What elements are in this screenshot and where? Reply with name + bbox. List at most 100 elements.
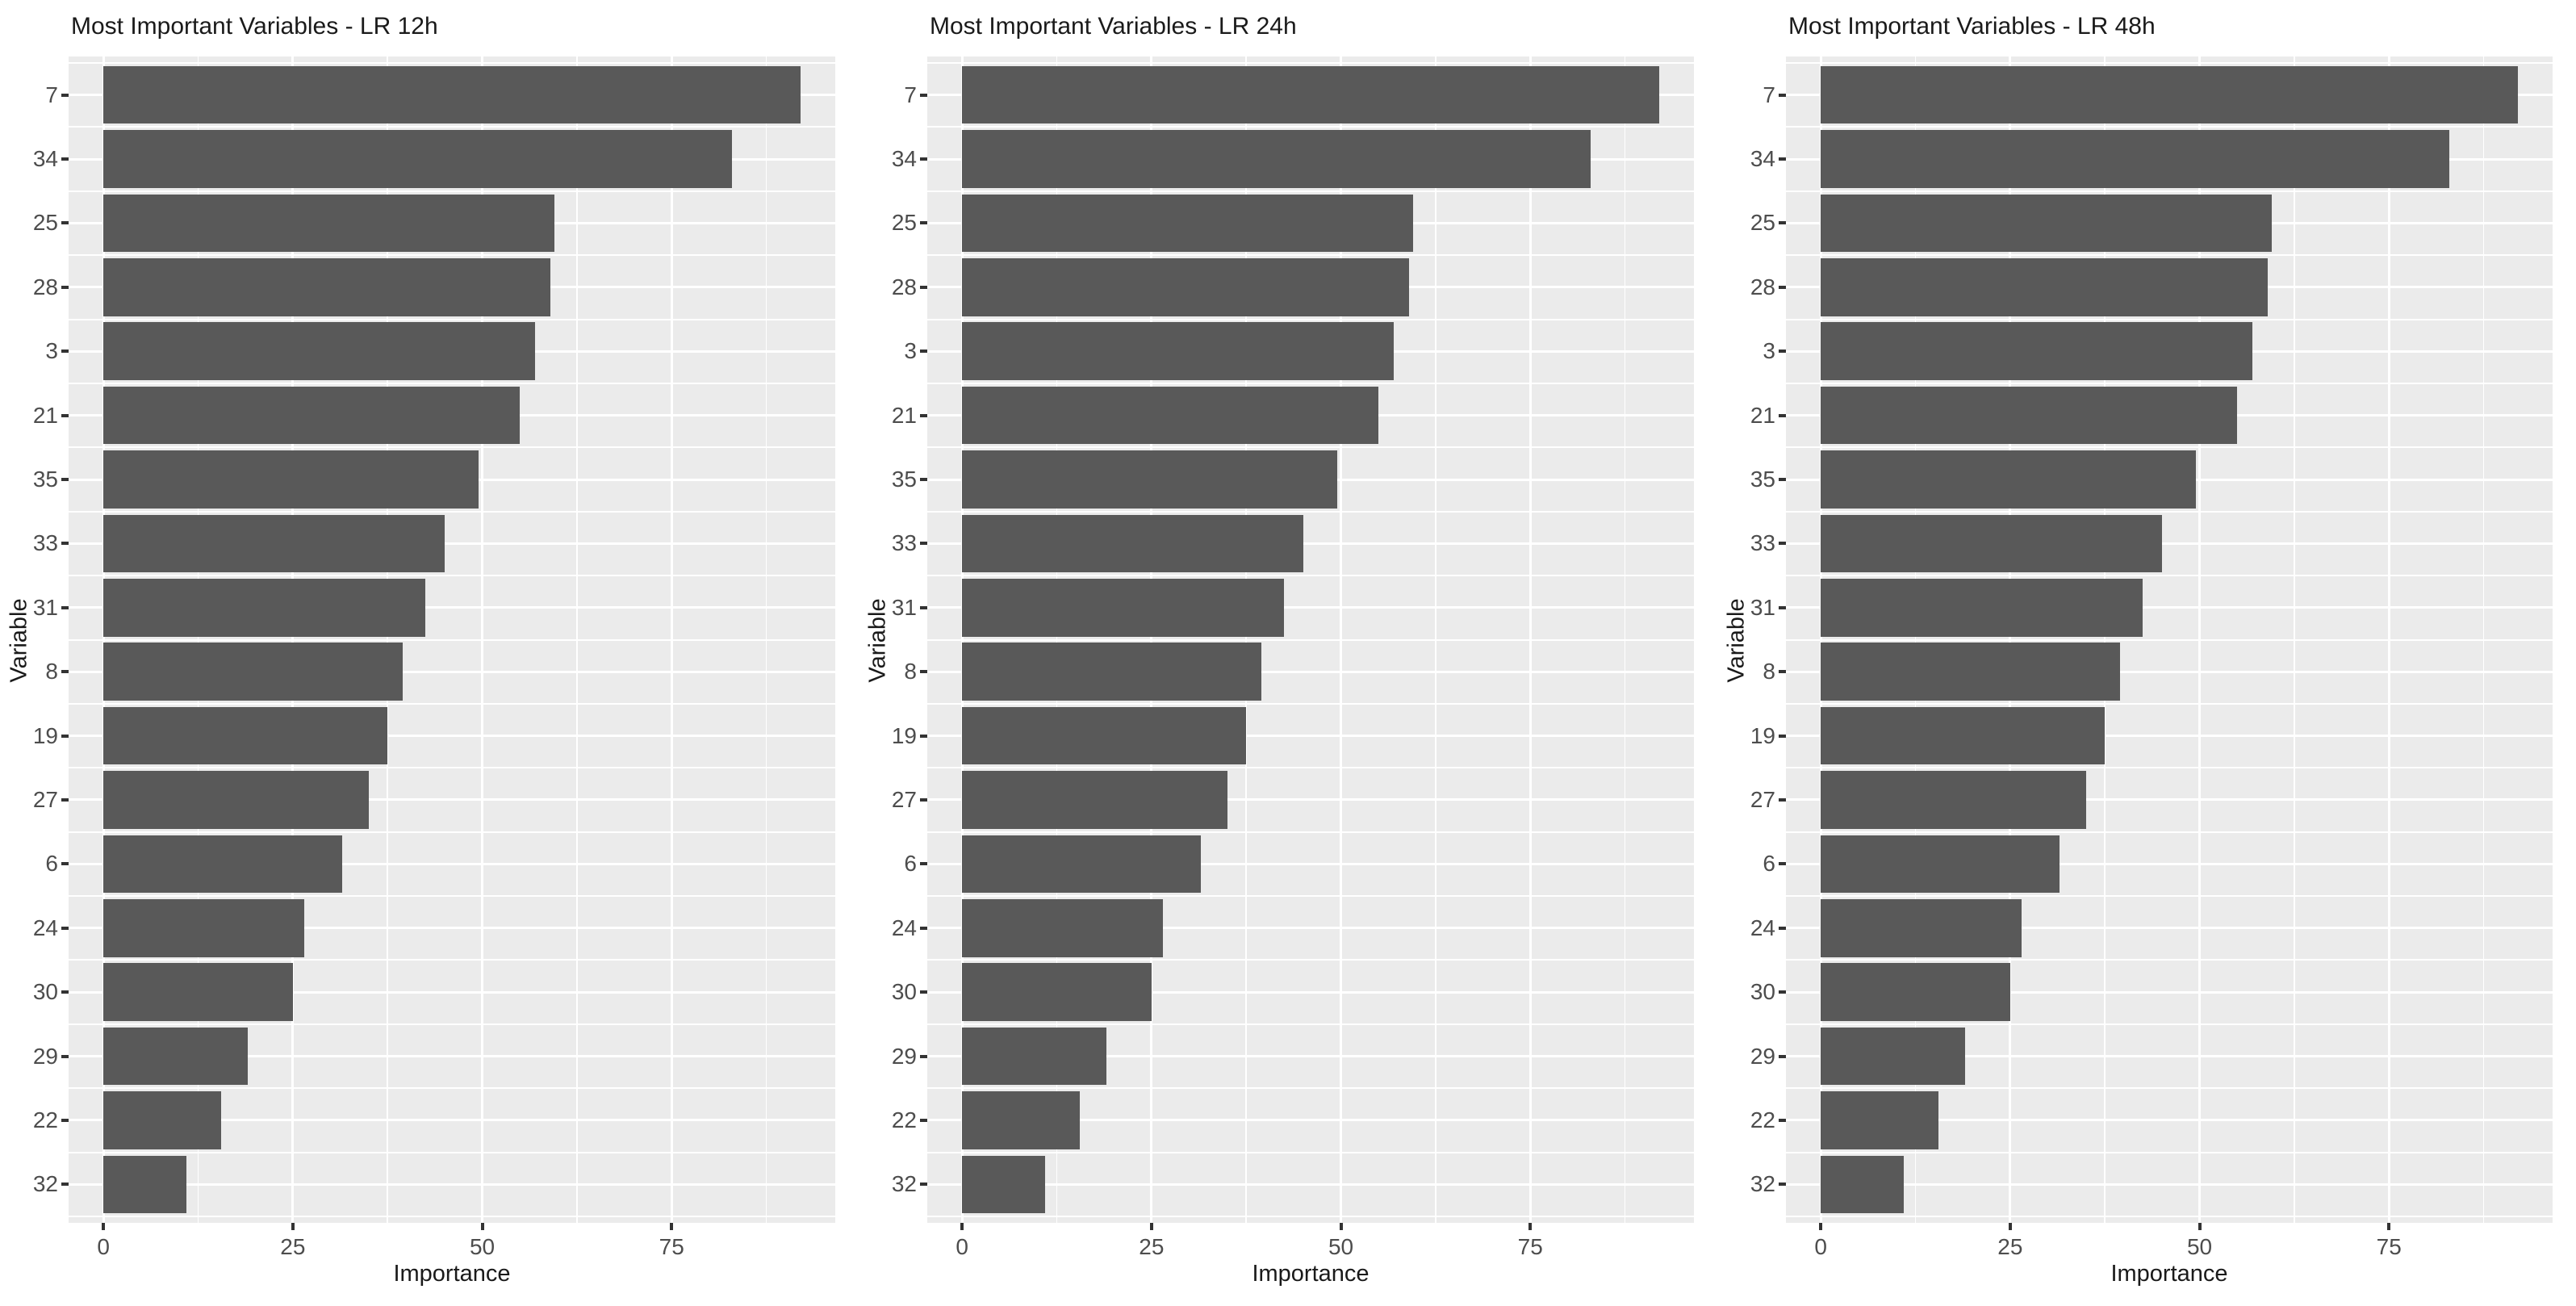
y-tick-label: 6 — [45, 851, 58, 877]
y-tick-label: 28 — [891, 274, 917, 299]
v-minor-gridline — [765, 57, 767, 1223]
v-minor-gridline — [1914, 57, 1917, 1223]
bar-var-6 — [962, 835, 1201, 894]
y-tick-label: 8 — [45, 659, 58, 684]
y-tick-mark — [1779, 734, 1786, 738]
bar-var-28 — [1821, 258, 2269, 316]
h-minor-gridline — [69, 767, 835, 769]
h-minor-gridline — [927, 702, 1694, 705]
h-major-gridline — [69, 990, 835, 994]
v-major-gridline — [1819, 57, 1822, 1223]
h-major-gridline — [69, 927, 835, 930]
bar-var-7 — [1821, 65, 2518, 124]
h-major-gridline — [1786, 1119, 2553, 1122]
h-minor-gridline — [1786, 1216, 2553, 1218]
h-minor-gridline — [1786, 767, 2553, 769]
bar-var-25 — [962, 194, 1413, 253]
h-minor-gridline — [927, 1216, 1694, 1218]
bar-var-32 — [103, 1155, 187, 1214]
h-minor-gridline — [927, 318, 1694, 320]
x-tick-label: 0 — [956, 1234, 968, 1259]
y-tick-mark — [920, 1054, 927, 1058]
y-tick-label: 33 — [32, 530, 58, 556]
bar-var-19 — [962, 706, 1247, 765]
h-minor-gridline — [69, 1151, 835, 1153]
h-major-gridline — [927, 798, 1694, 802]
h-minor-gridline — [1786, 1151, 2553, 1153]
h-major-gridline — [1786, 862, 2553, 865]
h-minor-gridline — [69, 895, 835, 898]
bar-var-32 — [962, 1155, 1046, 1214]
bar-var-33 — [962, 514, 1303, 573]
chart-title: Most Important Variables - LR 12h — [71, 13, 438, 40]
h-minor-gridline — [69, 446, 835, 449]
x-tick-mark — [1528, 1223, 1533, 1230]
v-major-gridline — [1150, 57, 1153, 1223]
y-tick-mark — [61, 797, 69, 802]
v-major-gridline — [1340, 57, 1343, 1223]
bar-var-34 — [1821, 130, 2450, 188]
bar-var-35 — [103, 450, 479, 509]
h-major-gridline — [69, 1119, 835, 1122]
chart-title: Most Important Variables - LR 24h — [930, 13, 1297, 40]
y-tick-mark — [61, 1054, 69, 1058]
h-minor-gridline — [69, 638, 835, 641]
y-tick-label: 30 — [891, 979, 917, 1005]
y-tick-label: 6 — [1763, 851, 1775, 877]
bar-var-31 — [1821, 579, 2143, 637]
y-axis-title: Variable — [6, 598, 32, 683]
v-major-gridline — [670, 57, 673, 1223]
y-tick-mark — [1779, 350, 1786, 354]
y-tick-mark — [920, 542, 927, 546]
bar-var-21 — [1821, 386, 2238, 445]
h-minor-gridline — [69, 702, 835, 705]
bar-var-6 — [1821, 835, 2060, 894]
y-axis-title: Variable — [1723, 598, 1750, 683]
v-minor-gridline — [2482, 57, 2485, 1223]
chart-lr-12h: Most Important Variables - LR 12h Variab… — [0, 0, 859, 1306]
y-tick-mark — [61, 1183, 69, 1187]
y-tick-mark — [61, 350, 69, 354]
v-minor-gridline — [387, 57, 388, 1223]
y-tick-label: 7 — [904, 82, 917, 107]
h-minor-gridline — [1786, 959, 2553, 961]
y-tick-label: 35 — [891, 467, 917, 492]
y-tick-label: 33 — [1750, 530, 1775, 556]
h-major-gridline — [927, 927, 1694, 930]
y-tick-label: 3 — [45, 338, 58, 364]
y-tick-mark — [61, 734, 69, 738]
h-major-gridline — [1786, 927, 2553, 930]
h-minor-gridline — [927, 446, 1694, 449]
bar-var-28 — [103, 258, 551, 316]
h-minor-gridline — [927, 61, 1694, 64]
y-tick-label: 3 — [904, 338, 917, 364]
y-tick-mark — [1779, 990, 1786, 994]
y-tick-mark — [1779, 542, 1786, 546]
y-tick-mark — [1779, 926, 1786, 930]
y-tick-label: 25 — [1750, 210, 1775, 236]
y-tick-mark — [61, 605, 69, 609]
h-minor-gridline — [69, 61, 835, 64]
h-major-gridline — [69, 1055, 835, 1058]
bar-var-24 — [1821, 899, 2022, 957]
bar-var-29 — [103, 1027, 248, 1086]
x-tick-label: 50 — [2186, 1234, 2213, 1259]
h-major-gridline — [1786, 798, 2553, 802]
h-minor-gridline — [927, 959, 1694, 961]
v-minor-gridline — [2104, 57, 2106, 1223]
h-minor-gridline — [1786, 638, 2553, 641]
y-tick-mark — [61, 990, 69, 994]
y-tick-mark — [61, 478, 69, 481]
v-major-gridline — [2387, 57, 2390, 1223]
h-minor-gridline — [69, 382, 835, 384]
bar-var-24 — [103, 899, 304, 957]
h-minor-gridline — [1786, 61, 2553, 64]
bar-var-7 — [962, 65, 1659, 124]
v-major-gridline — [960, 57, 964, 1223]
h-major-gridline — [69, 735, 835, 738]
bar-var-19 — [103, 706, 388, 765]
y-tick-mark — [920, 350, 927, 354]
y-tick-label: 25 — [891, 210, 917, 236]
bar-var-8 — [1821, 643, 2120, 701]
y-tick-label: 19 — [1750, 722, 1775, 748]
